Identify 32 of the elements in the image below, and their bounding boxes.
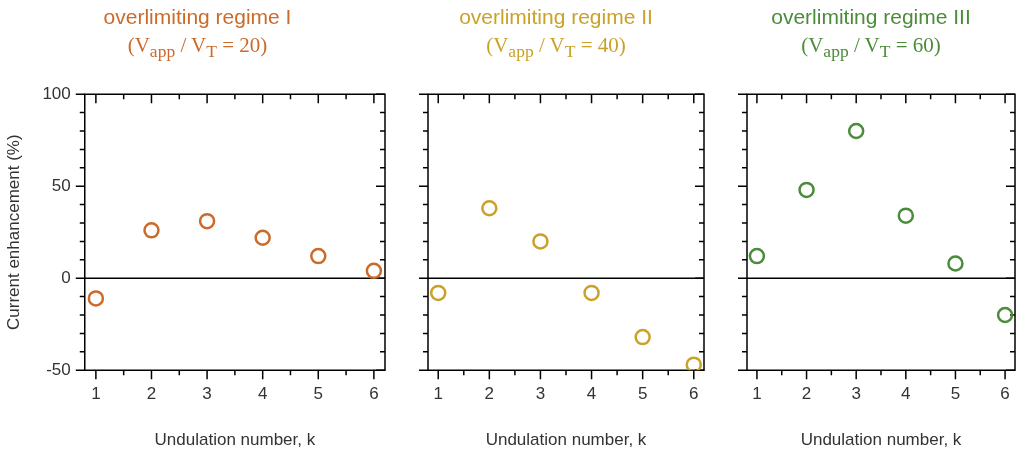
x-tick-label: 3 bbox=[202, 384, 212, 404]
chart-subtitle: (V$_{app}$ / V$_{T}$ = 40) bbox=[485, 32, 627, 64]
chart-title: overlimiting regime III bbox=[770, 4, 972, 30]
y-axis-title: Current enhancement (%) bbox=[3, 134, 23, 330]
x-tick-label: 1 bbox=[91, 384, 101, 404]
x-tick-label: 4 bbox=[257, 384, 268, 404]
y-tick-label: -50 bbox=[46, 359, 71, 379]
x-tick-label: 1 bbox=[752, 384, 762, 404]
x-tick-label: 6 bbox=[1000, 384, 1010, 404]
x-tick-label: 6 bbox=[369, 384, 379, 404]
y-tick-label: 100 bbox=[42, 83, 71, 103]
x-tick-label: 4 bbox=[586, 384, 597, 404]
x-tick-label: 4 bbox=[901, 384, 911, 404]
x-axis-title: Undulation number, k bbox=[154, 430, 316, 450]
chart-subtitle: (V$_{app}$ / V$_{T}$ = 60) bbox=[800, 32, 942, 64]
y-tick-label: 0 bbox=[61, 267, 71, 287]
x-tick-label: 5 bbox=[950, 384, 961, 404]
x-tick-label: 1 bbox=[433, 384, 443, 404]
x-tick-label: 2 bbox=[484, 384, 495, 404]
x-axis-title: Undulation number, k bbox=[485, 430, 647, 450]
x-tick-label: 2 bbox=[801, 384, 812, 404]
x-tick-label: 2 bbox=[146, 384, 157, 404]
x-axis-title: Undulation number, k bbox=[800, 430, 962, 450]
x-tick-label: 5 bbox=[313, 384, 324, 404]
chart-title: overlimiting regime II bbox=[458, 4, 654, 30]
x-tick-label: 5 bbox=[637, 384, 648, 404]
y-tick-label: 50 bbox=[51, 175, 71, 195]
x-tick-label: 6 bbox=[689, 384, 699, 404]
x-tick-label: 3 bbox=[535, 384, 546, 404]
chart-title: overlimiting regime I bbox=[102, 4, 293, 30]
x-tick-label: 3 bbox=[851, 384, 861, 404]
chart-subtitle: (V$_{app}$ / V$_{T}$ = 20) bbox=[126, 32, 269, 64]
